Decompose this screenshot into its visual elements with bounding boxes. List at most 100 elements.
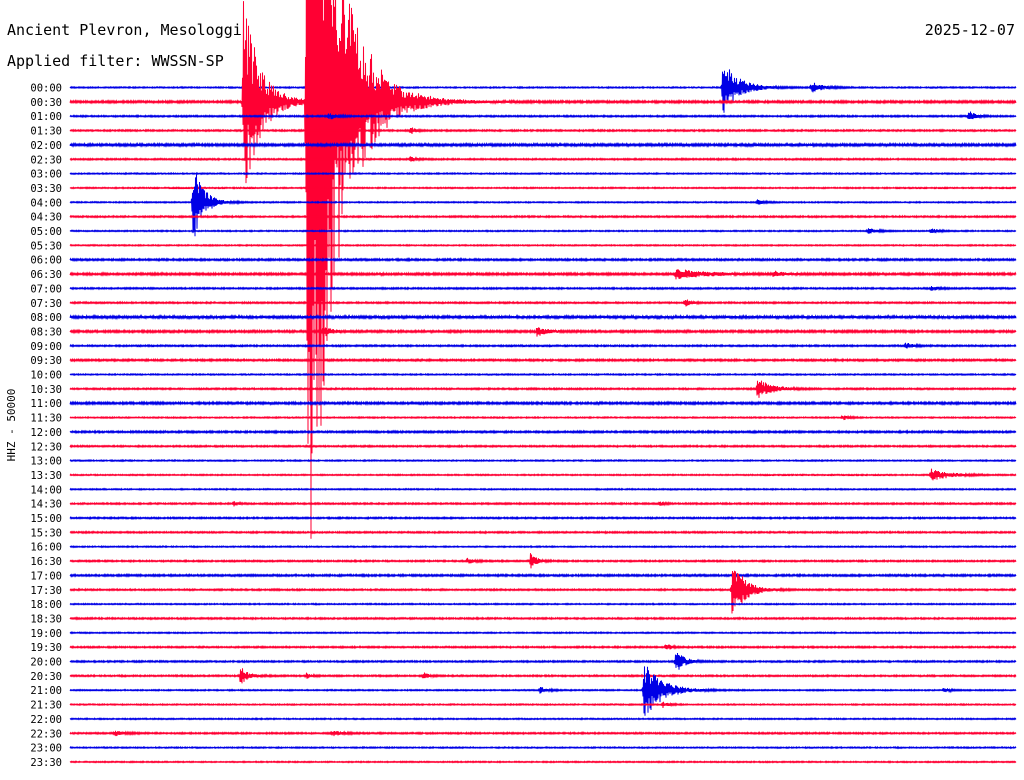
time-label: 13:30 bbox=[30, 470, 62, 482]
time-label: 18:00 bbox=[30, 599, 62, 611]
trace-row bbox=[69, 380, 1017, 398]
trace-row bbox=[69, 745, 1017, 750]
time-label: 19:30 bbox=[30, 642, 62, 654]
trace-row bbox=[69, 458, 1017, 463]
trace-row bbox=[69, 760, 1017, 764]
time-labels: 00:00 00:30 01:00 01:30 02:00 02:30 03:00 03:30… bbox=[30, 83, 62, 769]
time-label: 00:30 bbox=[30, 97, 62, 109]
time-label: 12:00 bbox=[30, 427, 62, 439]
time-label: 11:00 bbox=[30, 398, 62, 410]
trace-row bbox=[69, 668, 1017, 684]
time-label: 08:30 bbox=[30, 326, 62, 338]
trace-row bbox=[69, 572, 1017, 579]
trace-row bbox=[69, 257, 1017, 263]
time-label: 22:00 bbox=[30, 714, 62, 726]
trace-row bbox=[69, 299, 1017, 307]
trace-row bbox=[69, 269, 1017, 280]
trace-row bbox=[69, 243, 1017, 248]
trace-row bbox=[69, 468, 1017, 481]
trace-row bbox=[69, 141, 1017, 149]
time-label: 01:30 bbox=[30, 126, 62, 138]
time-label: 17:30 bbox=[30, 585, 62, 597]
time-label: 06:00 bbox=[30, 255, 62, 267]
time-label: 11:30 bbox=[30, 413, 62, 425]
trace-row bbox=[69, 327, 1017, 337]
time-label: 20:30 bbox=[30, 671, 62, 683]
trace-row bbox=[69, 0, 1017, 539]
trace-row bbox=[69, 372, 1017, 377]
trace-row bbox=[69, 174, 1017, 237]
trace-row bbox=[69, 652, 1017, 670]
trace-row bbox=[69, 730, 1017, 737]
time-label: 13:00 bbox=[30, 456, 62, 468]
time-label: 14:00 bbox=[30, 484, 62, 496]
time-label: 14:30 bbox=[30, 499, 62, 511]
time-label: 19:00 bbox=[30, 628, 62, 640]
trace-row bbox=[69, 515, 1017, 521]
time-label: 23:30 bbox=[30, 757, 62, 769]
trace-row bbox=[69, 156, 1017, 163]
time-label: 09:30 bbox=[30, 355, 62, 367]
time-label: 18:30 bbox=[30, 613, 62, 625]
time-label: 04:00 bbox=[30, 197, 62, 209]
trace-row bbox=[69, 357, 1017, 363]
trace-row bbox=[69, 186, 1017, 190]
time-label: 17:00 bbox=[30, 570, 62, 582]
time-label: 22:30 bbox=[30, 728, 62, 740]
time-label: 05:00 bbox=[30, 226, 62, 238]
time-label: 00:00 bbox=[30, 83, 62, 95]
time-label: 15:00 bbox=[30, 513, 62, 525]
time-label: 23:00 bbox=[30, 743, 62, 755]
trace-row bbox=[69, 500, 1017, 507]
trace-row bbox=[69, 616, 1017, 621]
trace-row bbox=[69, 717, 1017, 721]
trace-row bbox=[69, 666, 1017, 716]
trace-row bbox=[69, 487, 1017, 492]
trace-row bbox=[69, 171, 1017, 176]
time-label: 04:30 bbox=[30, 212, 62, 224]
trace-row bbox=[69, 530, 1017, 535]
trace-row bbox=[69, 414, 1017, 421]
trace-row bbox=[69, 444, 1017, 449]
time-label: 16:30 bbox=[30, 556, 62, 568]
trace-row bbox=[69, 630, 1017, 635]
trace-row bbox=[69, 602, 1017, 607]
filter-label: Applied filter: WWSSN-SP bbox=[7, 52, 224, 70]
time-label: 16:00 bbox=[30, 542, 62, 554]
time-label: 15:30 bbox=[30, 527, 62, 539]
time-label: 02:00 bbox=[30, 140, 62, 152]
trace-row bbox=[69, 644, 1017, 650]
time-label: 21:30 bbox=[30, 700, 62, 712]
time-label: 20:00 bbox=[30, 657, 62, 669]
time-label: 02:30 bbox=[30, 154, 62, 166]
trace-row bbox=[69, 400, 1017, 407]
trace-row bbox=[69, 570, 1017, 614]
time-label: 09:00 bbox=[30, 341, 62, 353]
trace-row bbox=[69, 701, 1017, 708]
trace-row bbox=[69, 127, 1017, 134]
time-label: 01:00 bbox=[30, 111, 62, 123]
trace-row bbox=[69, 429, 1017, 435]
trace-row bbox=[69, 69, 1017, 113]
trace-row bbox=[69, 553, 1017, 569]
time-label: 08:00 bbox=[30, 312, 62, 324]
trace-row bbox=[69, 228, 1017, 234]
trace-row bbox=[69, 285, 1017, 292]
trace-row bbox=[69, 342, 1017, 349]
trace-row bbox=[69, 111, 1017, 120]
time-label: 10:00 bbox=[30, 370, 62, 382]
channel-axis-label: HHZ - 50000 bbox=[5, 389, 18, 462]
trace-row bbox=[69, 214, 1017, 219]
time-label: 03:00 bbox=[30, 169, 62, 181]
time-label: 07:30 bbox=[30, 298, 62, 310]
time-label: 07:00 bbox=[30, 283, 62, 295]
time-label: 03:30 bbox=[30, 183, 62, 195]
station-title: Ancient Plevron, Mesologgi bbox=[7, 21, 242, 39]
time-label: 21:00 bbox=[30, 685, 62, 697]
time-label: 06:30 bbox=[30, 269, 62, 281]
time-label: 05:30 bbox=[30, 240, 62, 252]
time-label: 10:30 bbox=[30, 384, 62, 396]
time-label: 12:30 bbox=[30, 441, 62, 453]
trace-row bbox=[69, 313, 1017, 321]
